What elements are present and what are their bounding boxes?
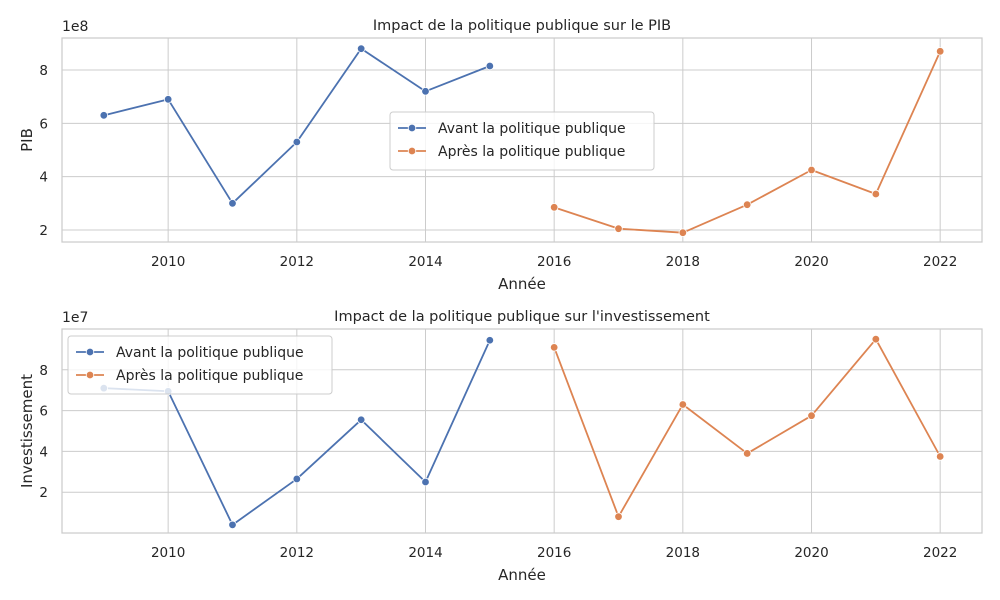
legend: Avant la politique publique Après la pol… (389, 111, 655, 171)
x-tick-label: 2022 (923, 254, 957, 270)
data-point (678, 400, 688, 409)
legend-entry-before: Avant la politique publique (76, 345, 304, 361)
y-tick-label: 2 (39, 223, 48, 239)
data-point (807, 165, 816, 175)
data-point (807, 411, 816, 420)
x-axis-label: Année (498, 275, 546, 293)
x-tick-label: 2022 (923, 545, 957, 561)
legend-marker-before (85, 347, 95, 357)
data-point (614, 224, 623, 233)
y-tick-label: 4 (39, 444, 48, 460)
chart-title: Impact de la politique publique sur le P… (373, 18, 671, 34)
data-point (935, 47, 945, 56)
data-point (678, 228, 688, 237)
x-tick-label: 2018 (666, 545, 700, 561)
y-tick-label: 2 (39, 485, 48, 501)
x-tick-labels: 2010 2012 2014 2016 2018 2020 2022 (151, 254, 957, 270)
x-tick-label: 2012 (280, 545, 314, 561)
data-point (228, 520, 237, 530)
data-point (356, 415, 366, 424)
x-tick-label: 2014 (408, 545, 442, 561)
legend-label-after: Après la politique publique (116, 368, 303, 384)
plot-frame (61, 328, 983, 534)
x-tick-label: 2020 (794, 254, 828, 270)
y-tick-label: 8 (39, 63, 48, 79)
legend-marker-after (85, 370, 95, 380)
chart-title: Impact de la politique publique sur l'in… (334, 309, 710, 325)
legend-marker-before (407, 123, 417, 133)
legend-label-before: Avant la politique publique (438, 121, 626, 137)
legend-box (67, 335, 333, 395)
data-point (292, 137, 302, 147)
data-point (485, 61, 495, 71)
y-tick-label: 6 (39, 404, 48, 420)
x-tick-label: 2012 (280, 254, 314, 270)
legend-box (389, 111, 655, 171)
y-axis-label: Investissement (18, 374, 36, 488)
data-point (549, 343, 559, 352)
data-point (871, 189, 881, 199)
legend-label-before: Avant la politique publique (116, 345, 304, 361)
legend-label-after: Après la politique publique (438, 144, 625, 160)
data-point (549, 203, 559, 212)
legend: Avant la politique publique Après la pol… (67, 335, 333, 395)
data-point (614, 512, 623, 521)
series-layer (99, 44, 945, 237)
y-tick-label: 8 (39, 363, 48, 379)
data-point (742, 449, 752, 458)
legend-entry-after: Après la politique publique (76, 368, 303, 384)
chart-investissement: 2010 2012 2014 2016 2018 2020 2022 2 4 6 8 Impact… (18, 309, 983, 584)
y-axis-label: PIB (18, 128, 36, 152)
data-point (228, 199, 237, 208)
y-tick-labels: 2 4 6 8 (39, 63, 48, 239)
x-tick-label: 2016 (537, 254, 571, 270)
x-tick-label: 2020 (794, 545, 828, 561)
data-point (485, 336, 495, 345)
data-point (742, 200, 752, 209)
data-point (99, 111, 109, 120)
data-point (421, 477, 430, 487)
x-tick-label: 2014 (408, 254, 442, 270)
y-offset-label: 1e7 (62, 310, 88, 326)
legend-marker-after (407, 146, 417, 156)
data-point (871, 335, 881, 344)
x-tick-label: 2010 (151, 254, 185, 270)
data-point (292, 474, 302, 484)
x-tick-label: 2018 (666, 254, 700, 270)
x-tick-label: 2010 (151, 545, 185, 561)
y-tick-label: 4 (39, 170, 48, 186)
legend-entry-after: Après la politique publique (398, 144, 625, 160)
data-point (935, 452, 945, 461)
data-point (163, 95, 173, 104)
legend-entry-before: Avant la politique publique (398, 121, 626, 137)
x-axis-label: Année (498, 566, 546, 584)
data-point (421, 87, 430, 96)
y-offset-label: 1e8 (62, 19, 88, 35)
y-tick-labels: 2 4 6 8 (39, 363, 48, 501)
x-tick-labels: 2010 2012 2014 2016 2018 2020 2022 (151, 545, 957, 561)
plot-frame (61, 37, 983, 243)
x-tick-label: 2016 (537, 545, 571, 561)
data-point (356, 44, 366, 53)
chart-pib: 2010 2012 2014 2016 2018 2020 2022 2 4 6 8 Impact… (18, 18, 983, 293)
y-tick-label: 6 (39, 116, 48, 132)
